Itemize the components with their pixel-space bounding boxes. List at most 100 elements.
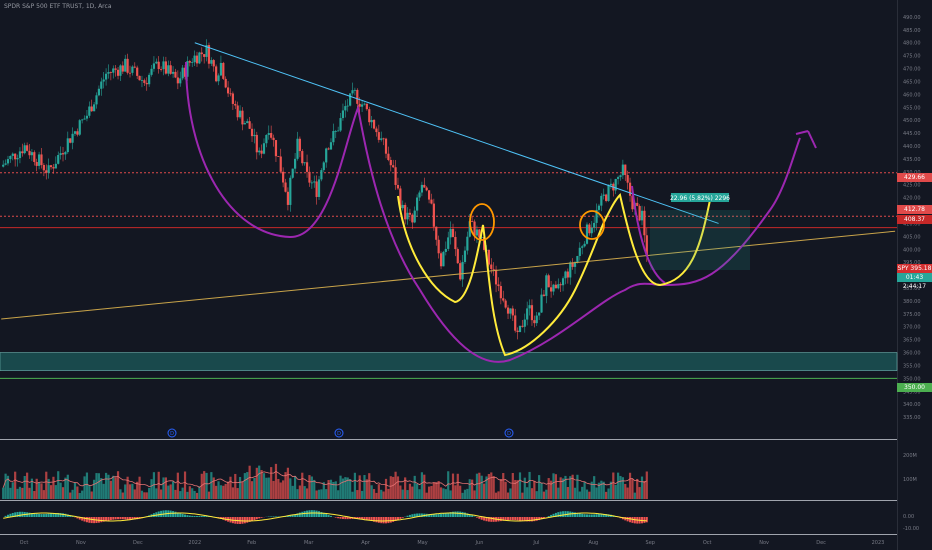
purple-handle-curve[interactable] — [631, 185, 666, 284]
measure-box[interactable] — [650, 210, 750, 270]
candle-body — [413, 210, 416, 223]
volume-bar — [624, 483, 627, 499]
candle-body — [274, 140, 278, 157]
hand-drawings[interactable]: 22.96 (5.82%) 2296 — [185, 61, 817, 363]
indicator-bar — [291, 514, 294, 517]
candle-body — [57, 154, 60, 164]
candle-body — [372, 119, 376, 129]
indicator-bar — [4, 515, 7, 517]
dividend-marker[interactable] — [167, 428, 177, 438]
volume-bar — [35, 478, 38, 499]
volume-bar — [97, 473, 100, 499]
candle-body — [609, 183, 613, 186]
candle-body — [509, 308, 512, 314]
candle-body — [145, 82, 148, 85]
volume-bar — [210, 472, 213, 499]
candle-body — [301, 151, 304, 164]
indicator-bar — [64, 513, 67, 517]
indicator-bar — [643, 517, 646, 523]
candle-body — [518, 325, 522, 333]
dividend-markers[interactable]: D D D — [167, 428, 514, 438]
volume-bar — [616, 472, 620, 499]
candle-body — [116, 69, 120, 76]
indicator-bar — [454, 511, 457, 517]
candle-body — [248, 121, 251, 129]
volume-bar — [73, 482, 77, 499]
volume-bar — [2, 487, 5, 499]
volume-bar — [600, 480, 603, 499]
candle-body — [293, 158, 297, 169]
indicator-bar — [607, 514, 610, 517]
volume-bar — [468, 479, 471, 499]
volume-bar — [195, 492, 199, 499]
volume-bar — [128, 484, 132, 499]
time-axis-tick: Apr — [361, 540, 371, 546]
indicator-bar — [502, 517, 505, 521]
time-axis[interactable]: Oct Nov Dec 2022 Feb Mar Apr May Jun Jul Aug Sep Oct… — [20, 540, 885, 546]
candle-body — [504, 300, 507, 308]
candle-body — [382, 138, 385, 140]
indicator-bar — [466, 513, 469, 517]
yellow-pattern-curve[interactable] — [397, 193, 711, 357]
volume-bar — [181, 487, 184, 499]
indicator-bar — [337, 517, 340, 519]
indicator-bar — [289, 515, 292, 517]
candle-body — [561, 278, 565, 286]
candle-body — [64, 152, 67, 155]
candle-body — [418, 192, 421, 198]
indicator-bar — [406, 515, 409, 517]
orange-circle-right[interactable] — [579, 210, 605, 240]
volume-bar — [112, 475, 115, 499]
volume-bar — [327, 480, 330, 499]
candle-body — [430, 199, 433, 204]
candle-body — [83, 118, 86, 120]
indicator-bar — [179, 513, 182, 517]
indicator-bar — [62, 513, 65, 517]
volume-bar — [597, 482, 601, 499]
orange-circle-left[interactable] — [469, 203, 495, 241]
candle-body — [526, 308, 529, 320]
indicator-bar — [193, 516, 196, 517]
candle-body — [104, 73, 108, 80]
candle-body — [37, 154, 41, 166]
candle-body — [432, 203, 435, 227]
candle-body — [227, 87, 230, 94]
purple-cup-curve[interactable] — [185, 61, 801, 363]
indicator-bar — [600, 513, 603, 517]
volume-bar — [191, 488, 194, 499]
dividend-marker[interactable] — [504, 428, 514, 438]
indicator-bar — [11, 512, 14, 517]
candle-body — [229, 93, 232, 95]
indicator-bar — [418, 513, 421, 517]
volume-bar — [114, 477, 117, 499]
candle-body — [487, 249, 490, 265]
indicator-bar — [468, 514, 471, 517]
indicator-bar — [562, 511, 565, 517]
candle-body — [628, 182, 632, 196]
volume-bar — [143, 492, 146, 499]
indicator-bar — [176, 512, 179, 517]
volume-bar — [377, 484, 380, 499]
volume-bar — [490, 472, 493, 499]
volume-bar — [573, 487, 577, 499]
indicator-bar — [413, 513, 416, 517]
indicator-bar — [605, 514, 608, 517]
volume-bar — [509, 488, 512, 499]
volume-bar — [394, 471, 397, 499]
candle-body — [78, 120, 81, 135]
price-tag: SPY 395.18 — [897, 264, 932, 273]
indicator-bar — [119, 517, 122, 520]
volume-bar — [183, 471, 187, 499]
indicator-bar — [329, 515, 332, 517]
candle-body — [303, 162, 306, 164]
volume-bar — [136, 481, 139, 499]
candle-body — [30, 152, 34, 156]
dividend-marker[interactable] — [334, 428, 344, 438]
volume-bar — [401, 489, 404, 499]
candle-body — [404, 204, 407, 220]
candle-body — [222, 62, 225, 79]
trendlines[interactable] — [1, 42, 896, 320]
volume-bar — [595, 487, 598, 499]
indicator-bar — [595, 514, 598, 517]
